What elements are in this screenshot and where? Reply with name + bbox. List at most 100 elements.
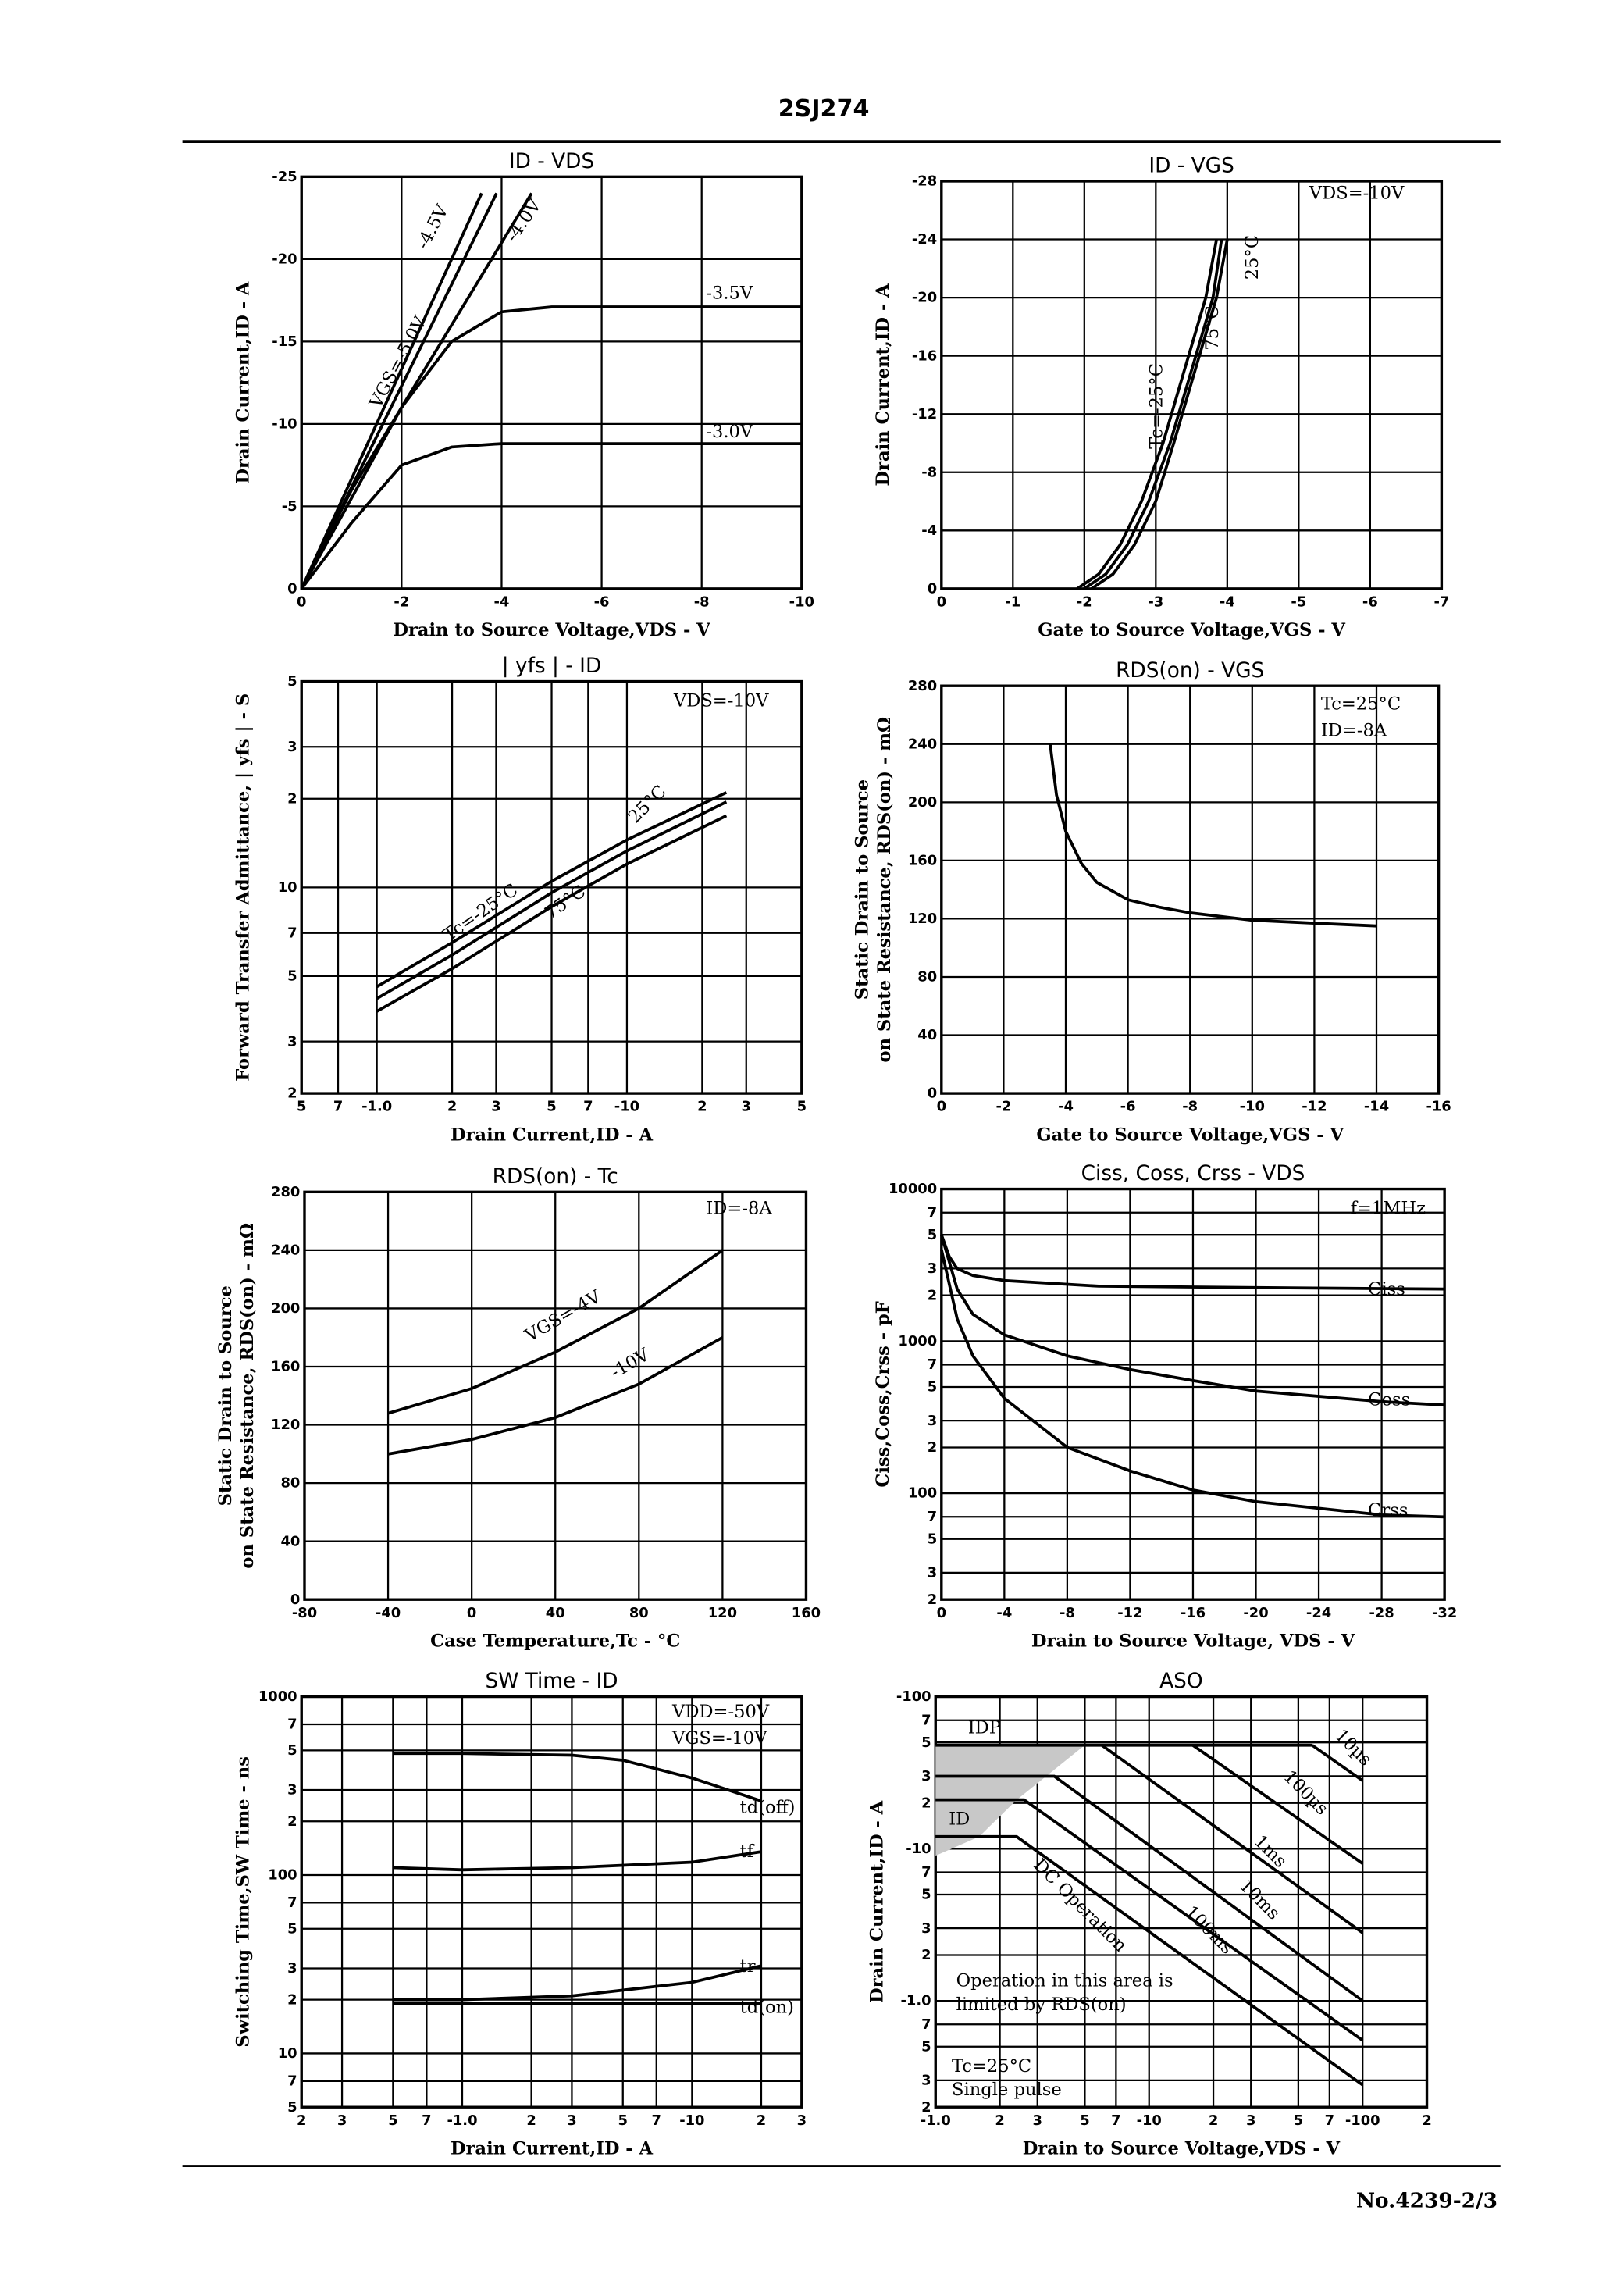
x-axis-label: Drain to Source Voltage,VDS - V: [393, 620, 710, 640]
x-tick-label: 0: [297, 594, 306, 610]
chart-6: Ciss, Coss, Crss - VDS 0 -4 -8 -12 -16 -20 -24 -…: [873, 1162, 1457, 1651]
x-axis-label: Gate to Source Voltage,VGS - V: [1038, 620, 1345, 640]
x-tick-label: 3: [337, 2112, 347, 2129]
x-axis-label: Drain to Source Voltage, VDS - V: [1031, 1631, 1355, 1652]
x-tick-label: 5: [618, 2112, 628, 2129]
series-line-1: [376, 791, 728, 989]
x-tick-label: -2: [995, 1099, 1011, 1115]
x-tick-label: 7: [583, 1099, 593, 1115]
y-tick-label: 3: [287, 739, 297, 755]
y-axis-label: Static Drain to Source: [215, 1285, 236, 1506]
y-tick-label: 5: [287, 1920, 297, 1937]
chart-annotation: Crss: [1368, 1500, 1408, 1520]
x-tick-label: 2: [995, 2112, 1004, 2129]
series-line-2: [387, 1336, 724, 1456]
x-axis-label: Drain Current,ID - A: [451, 1125, 654, 1145]
y-tick-label: 2: [287, 790, 297, 807]
page-title: 2SJ274: [778, 95, 870, 123]
chart-annotation: 10ms: [1235, 1875, 1284, 1923]
plot-frame: [300, 679, 803, 1095]
chart-annotation: 75°C: [1202, 305, 1223, 350]
y-tick-label: 240: [271, 1242, 300, 1259]
y-tick-label: 10: [278, 879, 297, 896]
y-tick-label: 2: [928, 1287, 937, 1303]
y-axis-label: Ciss,Coss,Crss - pF: [873, 1301, 893, 1488]
series-line-1: [387, 1249, 724, 1415]
chart-annotation: Tc=25°C: [952, 2056, 1031, 2077]
x-tick-label: 5: [1294, 2112, 1303, 2129]
chart-annotation: Operation in this area is: [956, 1971, 1173, 1991]
y-tick-label: 5: [287, 673, 297, 690]
chart-annotation: Single pulse: [952, 2080, 1062, 2100]
y-tick-label: 200: [908, 794, 937, 811]
y-tick-label: 200: [271, 1300, 300, 1317]
y-tick-label: 2: [921, 1795, 931, 1811]
y-tick-label: -24: [912, 231, 937, 248]
series-line-4: [1101, 1744, 1364, 1934]
y-tick-label: 240: [908, 736, 937, 752]
y-tick-label: 7: [928, 1204, 937, 1221]
y-tick-label: 5: [287, 1742, 297, 1759]
x-tick-label: 2: [297, 2112, 306, 2129]
x-tick-label: -3: [1148, 594, 1163, 610]
y-tick-label: 2: [287, 1086, 297, 1102]
y-tick-label: 5: [287, 2099, 297, 2116]
y-tick-label: -8: [921, 464, 937, 480]
series-line-1: [1049, 743, 1377, 928]
chart-annotation: ID=-8A: [706, 1199, 772, 1219]
chart-annotation: VDS=-10V: [673, 691, 769, 711]
y-tick-label: 100: [268, 1867, 297, 1884]
x-tick-label: 3: [491, 1099, 500, 1115]
y-tick-label: 80: [280, 1475, 300, 1492]
series-line-7: [935, 1835, 1364, 2087]
x-tick-label: 0: [937, 594, 946, 610]
x-tick-label: -16: [1426, 1099, 1451, 1115]
x-tick-label: 5: [388, 2112, 397, 2129]
y-tick-label: 7: [287, 1717, 297, 1733]
series-line-2: [1311, 1744, 1364, 1782]
x-tick-label: -12: [1117, 1605, 1142, 1621]
y-tick-label: 280: [271, 1184, 300, 1200]
y-tick-label: -10: [272, 416, 297, 433]
y-tick-label: 3: [921, 2073, 931, 2089]
x-tick-label: -10: [1240, 1099, 1265, 1115]
y-tick-label: 2: [921, 2099, 931, 2116]
series-line-4: [300, 305, 802, 590]
x-tick-label: 7: [1111, 2112, 1120, 2129]
x-tick-label: 7: [652, 2112, 661, 2129]
y-tick-label: 2: [921, 1947, 931, 1963]
series-line-2: [939, 1234, 1445, 1407]
y-tick-label: 3: [928, 1413, 937, 1429]
x-tick-label: -28: [1369, 1605, 1394, 1621]
x-tick-label: 80: [629, 1605, 649, 1621]
plot-frame: [934, 1695, 1429, 2109]
x-tick-label: 0: [937, 1099, 946, 1115]
x-tick-label: 3: [742, 1099, 751, 1115]
y-tick-label: 5: [921, 1887, 931, 1903]
y-tick-label: 0: [290, 1592, 300, 1608]
x-tick-label: -6: [1362, 594, 1378, 610]
y-tick-label: 7: [921, 2016, 931, 2033]
x-tick-label: 5: [297, 1099, 306, 1115]
y-tick-label: 40: [917, 1027, 937, 1043]
y-tick-label: -4: [921, 522, 937, 539]
y-tick-label: 5: [921, 1734, 931, 1751]
plot-frame: [300, 175, 803, 590]
x-tick-label: 7: [333, 1099, 343, 1115]
chart-annotation: VGS=-5.0V: [365, 312, 431, 412]
chart-title: RDS(on) - VGS: [1116, 659, 1264, 683]
chart-title: RDS(on) - Tc: [493, 1165, 618, 1189]
series-line-3: [1090, 239, 1229, 590]
y-axis-label: Static Drain to Source: [853, 779, 873, 1000]
plot-frame: [940, 684, 1441, 1095]
chart-annotation: -4.0V: [502, 195, 546, 246]
chart-annotation: VDS=-10V: [1309, 184, 1405, 204]
x-tick-label: 3: [567, 2112, 576, 2129]
series-line-6: [935, 1798, 1364, 2042]
x-tick-label: -1.0: [921, 2112, 951, 2129]
y-tick-label: -10: [906, 1841, 931, 1857]
series-line-3: [300, 192, 533, 590]
chart-5: RDS(on) - Tc -80 -40 0 40 80 120 160 0 40 80 120 160…: [215, 1165, 821, 1651]
chart-annotation: VGS=-10V: [671, 1728, 767, 1749]
series-line-1: [393, 1752, 762, 1802]
